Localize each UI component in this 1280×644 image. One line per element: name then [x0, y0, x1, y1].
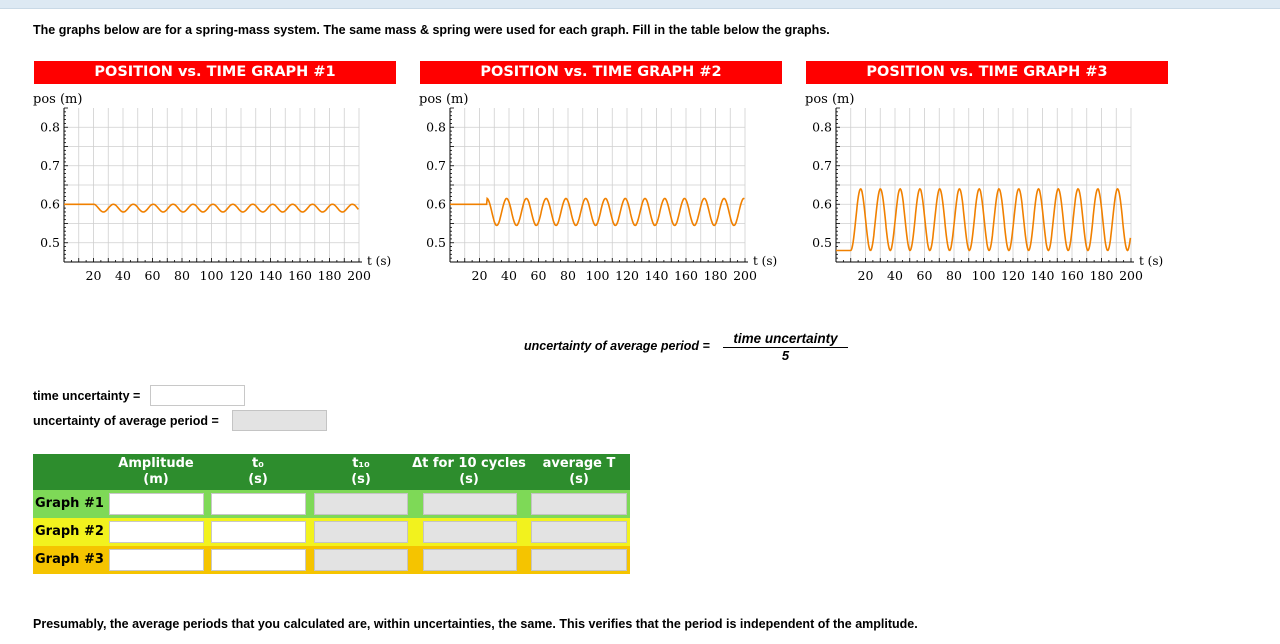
graph-2-title: POSITION vs. TIME GRAPH #2	[420, 61, 782, 84]
x-tick-label: 80	[174, 268, 190, 283]
row-label: Graph #3	[35, 552, 104, 567]
formula-numerator: time uncertainty	[723, 330, 848, 348]
average-t-field-graph-2	[531, 521, 627, 543]
x-tick-label: 100	[972, 268, 996, 283]
x-tick-label: 20	[472, 268, 488, 283]
x-axis-label: t (s)	[367, 254, 391, 268]
amplitude-input-graph-2[interactable]	[109, 521, 204, 543]
x-tick-label: 120	[615, 268, 639, 283]
time-uncertainty-label: time uncertainty =	[33, 389, 141, 403]
x-tick-label: 200	[347, 268, 371, 283]
y-tick-label: 0.8	[812, 119, 832, 134]
table-row-graph-1: Graph #1	[33, 490, 630, 518]
formula-lhs: uncertainty of average period =	[524, 339, 710, 353]
x-tick-label: 80	[946, 268, 962, 283]
y-tick-label: 0.6	[812, 196, 832, 211]
t10-field-graph-2	[314, 521, 408, 543]
t10-field-graph-1	[314, 493, 408, 515]
top-bar	[0, 0, 1280, 9]
x-tick-label: 40	[115, 268, 131, 283]
x-tick-label: 40	[501, 268, 517, 283]
uncertainty-avg-period-field	[232, 410, 327, 431]
row-label: Graph #2	[35, 524, 104, 539]
position-curve	[450, 196, 745, 227]
x-tick-label: 60	[531, 268, 547, 283]
x-tick-label: 20	[858, 268, 874, 283]
x-tick-label: 180	[704, 268, 728, 283]
x-tick-label: 100	[586, 268, 610, 283]
t10-field-graph-3	[314, 549, 408, 571]
position-time-graph-3: 0.8 0.7 0.6 0.5 20 40 60 80 100 120 140 160 180 200 po…	[805, 92, 1163, 283]
x-tick-label: 160	[288, 268, 312, 283]
position-curve	[836, 187, 1132, 252]
x-tick-label: 160	[674, 268, 698, 283]
x-tick-label: 60	[145, 268, 161, 283]
x-tick-label: 200	[1119, 268, 1143, 283]
y-tick-label: 0.6	[40, 196, 60, 211]
header-t0: t₀ (s)	[248, 456, 268, 487]
y-tick-label: 0.7	[426, 158, 446, 173]
x-tick-label: 120	[229, 268, 253, 283]
y-tick-label: 0.7	[812, 158, 832, 173]
x-tick-label: 140	[1031, 268, 1055, 283]
table-row-graph-3: Graph #3	[33, 546, 630, 574]
t0-input-graph-1[interactable]	[211, 493, 306, 515]
y-axis-label: pos (m)	[805, 92, 854, 107]
graph-1-title: POSITION vs. TIME GRAPH #1	[34, 61, 396, 84]
amplitude-input-graph-3[interactable]	[109, 549, 204, 571]
y-axis-label: pos (m)	[33, 92, 82, 107]
x-tick-label: 60	[917, 268, 933, 283]
table-header: Amplitude (m) t₀ (s) t₁₀ (s) Δt for 10 cycl…	[33, 454, 630, 490]
header-t10: t₁₀ (s)	[351, 456, 371, 487]
delta-t-field-graph-1	[423, 493, 517, 515]
x-axis-label: t (s)	[753, 254, 777, 268]
instructions-text: The graphs below are for a spring-mass s…	[33, 23, 830, 37]
y-axis-label: pos (m)	[419, 92, 468, 107]
header-amplitude: Amplitude (m)	[118, 456, 194, 487]
t0-input-graph-3[interactable]	[211, 549, 306, 571]
x-tick-label: 100	[200, 268, 224, 283]
amplitude-input-graph-1[interactable]	[109, 493, 204, 515]
x-tick-label: 160	[1060, 268, 1084, 283]
delta-t-field-graph-2	[423, 521, 517, 543]
x-tick-label: 40	[887, 268, 903, 283]
x-tick-label: 80	[560, 268, 576, 283]
x-tick-label: 20	[86, 268, 102, 283]
graph-3-title: POSITION vs. TIME GRAPH #3	[806, 61, 1168, 84]
x-axis-label: t (s)	[1139, 254, 1163, 268]
x-tick-label: 180	[1090, 268, 1114, 283]
x-tick-label: 200	[733, 268, 757, 283]
y-tick-label: 0.6	[426, 196, 446, 211]
uncertainty-avg-period-label: uncertainty of average period =	[33, 414, 219, 428]
footer-text: Presumably, the average periods that you…	[33, 617, 918, 631]
t0-input-graph-2[interactable]	[211, 521, 306, 543]
table-row-graph-2: Graph #2	[33, 518, 630, 546]
position-time-graph-1: 0.8 0.7 0.6 0.5 20 40 60 80 100 120 140 160 180 200 po…	[33, 92, 391, 283]
y-tick-label: 0.5	[426, 235, 446, 250]
y-tick-label: 0.5	[812, 235, 832, 250]
average-t-field-graph-1	[531, 493, 627, 515]
x-tick-label: 140	[645, 268, 669, 283]
y-tick-label: 0.8	[40, 119, 60, 134]
y-tick-label: 0.8	[426, 119, 446, 134]
position-curve	[64, 203, 360, 213]
y-tick-label: 0.7	[40, 158, 60, 173]
formula-denominator: 5	[781, 348, 790, 363]
x-tick-label: 120	[1001, 268, 1025, 283]
x-tick-label: 140	[259, 268, 283, 283]
average-t-field-graph-3	[531, 549, 627, 571]
header-average-t: average T (s)	[542, 456, 616, 487]
row-label: Graph #1	[35, 496, 104, 511]
x-tick-label: 180	[318, 268, 342, 283]
time-uncertainty-input[interactable]	[150, 385, 245, 406]
header-delta-t: Δt for 10 cycles (s)	[412, 456, 526, 487]
delta-t-field-graph-3	[423, 549, 517, 571]
y-tick-label: 0.5	[40, 235, 60, 250]
position-time-graph-2: 0.8 0.7 0.6 0.5 20 40 60 80 100 120 140 160 180 200 po…	[419, 92, 777, 283]
uncertainty-formula: uncertainty of average period = time unc…	[524, 330, 854, 364]
